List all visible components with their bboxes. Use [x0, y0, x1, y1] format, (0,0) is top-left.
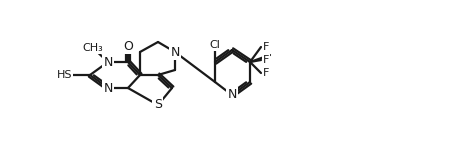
- Text: F: F: [262, 55, 269, 65]
- Text: N: N: [103, 56, 112, 69]
- Text: O: O: [123, 39, 133, 52]
- Text: F: F: [262, 68, 269, 78]
- Text: Cl: Cl: [209, 40, 220, 50]
- Text: N: N: [170, 45, 179, 58]
- Text: HS: HS: [56, 70, 72, 80]
- Text: S: S: [154, 99, 161, 111]
- Text: CH₃: CH₃: [83, 43, 103, 53]
- Text: N: N: [103, 81, 112, 94]
- Text: N: N: [227, 88, 236, 102]
- Text: F: F: [262, 42, 269, 52]
